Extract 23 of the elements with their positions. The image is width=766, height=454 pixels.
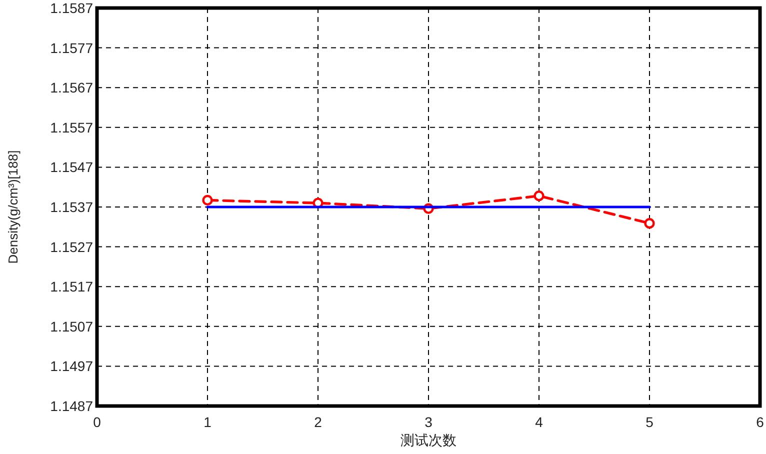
y-tick-label: 1.1507	[50, 318, 94, 334]
x-tick-label: 3	[424, 414, 433, 430]
x-tick-label: 2	[314, 414, 322, 430]
y-tick-label: 1.1497	[50, 358, 94, 374]
y-tick-label: 1.1567	[50, 80, 94, 96]
y-tick-label: 1.1557	[50, 119, 94, 136]
x-tick-label: 6	[756, 414, 764, 430]
y-tick-label: 1.1537	[50, 199, 94, 215]
point	[534, 190, 544, 202]
x-tick-label: 5	[646, 414, 654, 430]
y-tick-label: 1.1487	[50, 398, 94, 414]
y-tick-label: 1.1577	[50, 40, 94, 56]
point	[644, 218, 655, 229]
point	[202, 194, 213, 206]
x-tick-label: 1	[204, 414, 212, 430]
x-axis-title: 测试次数	[400, 432, 456, 448]
y-tick-label: 1.1527	[50, 238, 94, 255]
x-tick-label: 4	[535, 414, 544, 430]
y-tick-label: 1.1587	[50, 0, 94, 16]
y-tick-label: 1.1547	[50, 159, 94, 176]
y-tick-label: 1.1517	[50, 278, 94, 295]
x-tick-label: 0	[93, 414, 102, 430]
y-axis-title: Density(g/cm³)[188]	[6, 150, 20, 264]
